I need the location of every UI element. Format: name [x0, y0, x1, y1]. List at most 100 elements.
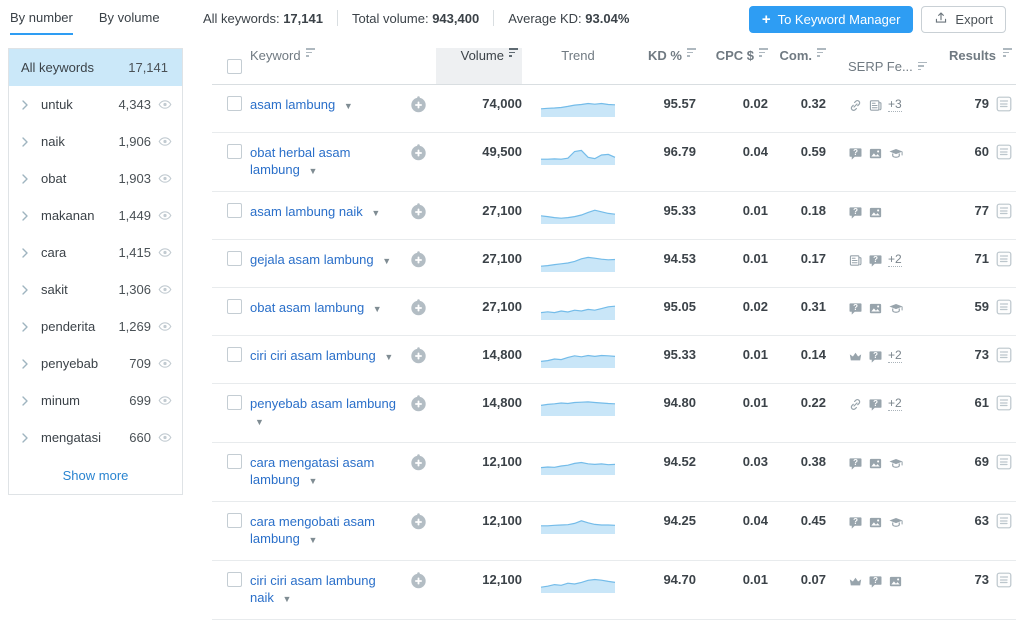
caret-down-icon[interactable]: ▼ — [255, 417, 264, 427]
row-checkbox[interactable] — [227, 96, 242, 111]
keyword-link[interactable]: asam lambung naik ▼ — [250, 204, 381, 219]
caret-down-icon[interactable]: ▼ — [308, 535, 318, 545]
question-icon[interactable]: ? — [848, 301, 863, 316]
add-keyword-button[interactable] — [410, 347, 427, 364]
graduation-icon[interactable] — [888, 146, 904, 161]
chevron-right-icon[interactable] — [21, 173, 35, 184]
keyword-link[interactable]: ciri ciri asam lambung naik ▼ — [250, 573, 376, 605]
add-keyword-button[interactable] — [410, 203, 427, 220]
caret-down-icon[interactable]: ▼ — [384, 352, 394, 362]
chevron-right-icon[interactable] — [21, 358, 35, 369]
serp-snapshot-icon[interactable] — [996, 513, 1012, 529]
question-icon[interactable]: ? — [848, 456, 863, 471]
chevron-right-icon[interactable] — [21, 284, 35, 295]
chevron-right-icon[interactable] — [21, 210, 35, 221]
serp-snapshot-icon[interactable] — [996, 395, 1012, 411]
chevron-right-icon[interactable] — [21, 432, 35, 443]
column-header-kd[interactable]: KD % — [634, 48, 696, 84]
add-keyword-button[interactable] — [410, 299, 427, 316]
serp-snapshot-icon[interactable] — [996, 299, 1012, 315]
caret-down-icon[interactable]: ▼ — [372, 304, 382, 314]
eye-icon[interactable] — [158, 99, 172, 110]
to-keyword-manager-button[interactable]: + To Keyword Manager — [748, 6, 914, 33]
keyword-link[interactable]: asam lambung ▼ — [250, 97, 353, 112]
question-icon[interactable]: ? — [868, 349, 883, 364]
sidebar-group-item[interactable]: makanan 1,449 — [9, 197, 182, 234]
graduation-icon[interactable] — [888, 456, 904, 471]
eye-icon[interactable] — [158, 395, 172, 406]
serp-more-features[interactable]: +2 — [888, 348, 902, 363]
keyword-link[interactable]: cara mengatasi asam lambung ▼ — [250, 455, 375, 487]
row-checkbox[interactable] — [227, 395, 242, 410]
row-checkbox[interactable] — [227, 347, 242, 362]
tab-by-volume[interactable]: By volume — [98, 10, 160, 25]
image-icon[interactable] — [868, 515, 883, 530]
column-header-cpc[interactable]: CPC $ — [696, 48, 768, 84]
question-icon[interactable]: ? — [848, 146, 863, 161]
keyword-link[interactable]: obat herbal asam lambung ▼ — [250, 145, 351, 177]
graduation-icon[interactable] — [888, 515, 904, 530]
image-icon[interactable] — [888, 574, 903, 589]
serp-snapshot-icon[interactable] — [996, 347, 1012, 363]
graduation-icon[interactable] — [888, 301, 904, 316]
eye-icon[interactable] — [158, 321, 172, 332]
sidebar-group-item[interactable]: sakit 1,306 — [9, 271, 182, 308]
keyword-link[interactable]: obat asam lambung ▼ — [250, 300, 382, 315]
sidebar-group-item[interactable]: untuk 4,343 — [9, 86, 182, 123]
serp-snapshot-icon[interactable] — [996, 144, 1012, 160]
serp-snapshot-icon[interactable] — [996, 96, 1012, 112]
eye-icon[interactable] — [158, 173, 172, 184]
serp-snapshot-icon[interactable] — [996, 251, 1012, 267]
select-all-checkbox[interactable] — [227, 58, 242, 74]
eye-icon[interactable] — [158, 284, 172, 295]
question-icon[interactable]: ? — [848, 205, 863, 220]
column-header-serp-features[interactable]: SERP Fe... — [826, 48, 938, 84]
column-header-volume[interactable]: Volume — [436, 48, 522, 84]
chevron-right-icon[interactable] — [21, 136, 35, 147]
add-keyword-button[interactable] — [410, 454, 427, 471]
row-checkbox[interactable] — [227, 513, 242, 528]
news-icon[interactable] — [848, 253, 863, 268]
row-checkbox[interactable] — [227, 454, 242, 469]
chevron-right-icon[interactable] — [21, 321, 35, 332]
question-icon[interactable]: ? — [868, 397, 883, 412]
chevron-right-icon[interactable] — [21, 247, 35, 258]
chevron-right-icon[interactable] — [21, 395, 35, 406]
caret-down-icon[interactable]: ▼ — [282, 594, 292, 604]
row-checkbox[interactable] — [227, 572, 242, 587]
image-icon[interactable] — [868, 205, 883, 220]
image-icon[interactable] — [868, 456, 883, 471]
sidebar-all-keywords[interactable]: All keywords 17,141 — [9, 49, 182, 86]
sidebar-group-item[interactable]: cara 1,415 — [9, 234, 182, 271]
column-header-com[interactable]: Com. — [768, 48, 826, 84]
sidebar-group-item[interactable]: naik 1,906 — [9, 123, 182, 160]
row-checkbox[interactable] — [227, 299, 242, 314]
serp-snapshot-icon[interactable] — [996, 203, 1012, 219]
sidebar-group-item[interactable]: minum 699 — [9, 382, 182, 419]
caret-down-icon[interactable]: ▼ — [382, 256, 392, 266]
column-header-results[interactable]: Results — [938, 48, 1016, 84]
add-keyword-button[interactable] — [410, 395, 427, 412]
caret-down-icon[interactable]: ▼ — [371, 208, 381, 218]
question-icon[interactable]: ? — [868, 253, 883, 268]
eye-icon[interactable] — [158, 358, 172, 369]
keyword-link[interactable]: ciri ciri asam lambung ▼ — [250, 348, 394, 363]
caret-down-icon[interactable]: ▼ — [308, 476, 318, 486]
serp-more-features[interactable]: +2 — [888, 396, 902, 411]
add-keyword-button[interactable] — [410, 144, 427, 161]
add-keyword-button[interactable] — [410, 513, 427, 530]
news-icon[interactable] — [868, 98, 883, 113]
serp-snapshot-icon[interactable] — [996, 454, 1012, 470]
row-checkbox[interactable] — [227, 251, 242, 266]
image-icon[interactable] — [868, 301, 883, 316]
add-keyword-button[interactable] — [410, 251, 427, 268]
column-header-keyword[interactable]: Keyword — [250, 48, 400, 84]
sidebar-group-item[interactable]: penyebab 709 — [9, 345, 182, 382]
tab-by-number[interactable]: By number — [10, 10, 73, 35]
sidebar-group-item[interactable]: mengatasi 660 — [9, 419, 182, 456]
link-icon[interactable] — [848, 397, 863, 412]
eye-icon[interactable] — [158, 432, 172, 443]
export-button[interactable]: Export — [921, 6, 1006, 33]
caret-down-icon[interactable]: ▼ — [308, 166, 318, 176]
eye-icon[interactable] — [158, 247, 172, 258]
